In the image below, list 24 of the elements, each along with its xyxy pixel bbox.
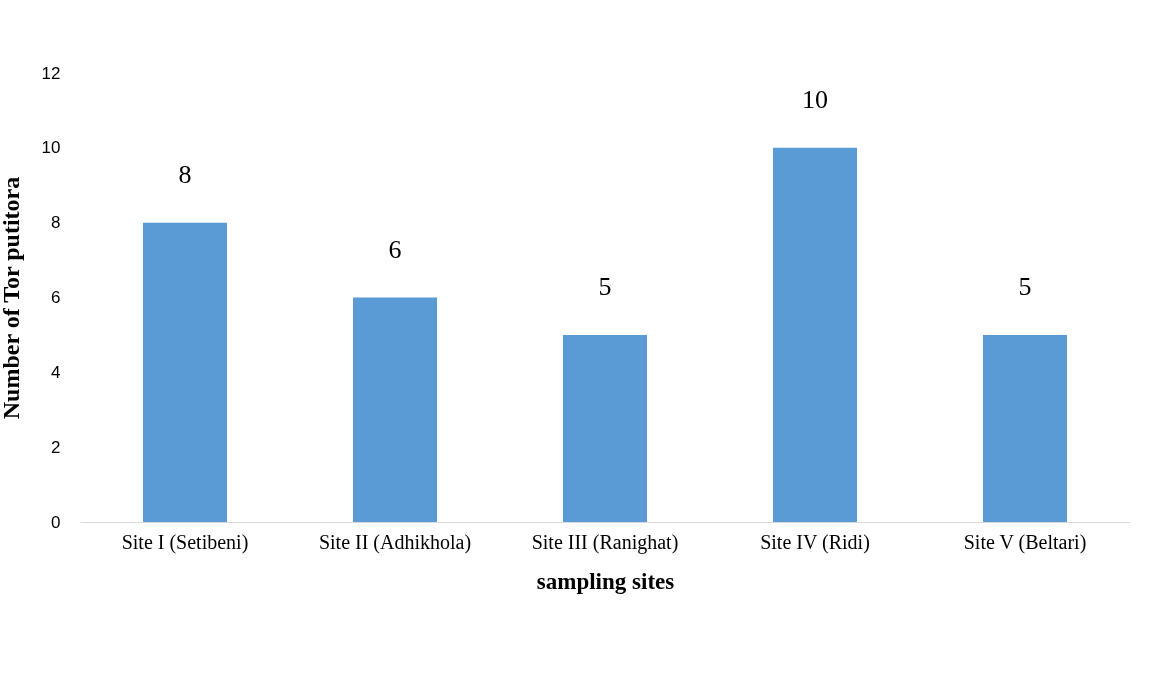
y-tick-label: 2 <box>51 437 61 457</box>
x-tick-label: Site III (Ranighat) <box>531 530 679 554</box>
data-label: 5 <box>598 271 612 301</box>
x-tick-label: Site II (Adhikhola) <box>318 530 472 554</box>
y-tick-label: 4 <box>51 362 61 382</box>
x-tick-label: Site V (Beltari) <box>963 530 1087 554</box>
data-label: 8 <box>178 159 192 189</box>
x-axis-title: sampling sites <box>536 568 675 594</box>
x-tick-label: Site IV (Ridi) <box>760 530 870 554</box>
data-label: 6 <box>388 234 402 264</box>
x-tick-label: Site I (Setibeni) <box>121 530 249 554</box>
y-tick-label: 10 <box>41 138 61 158</box>
bar <box>353 297 437 522</box>
y-tick-label: 8 <box>51 213 61 233</box>
data-label: 10 <box>802 84 828 114</box>
y-axis-title: Number of Tor putitora <box>0 176 24 420</box>
y-tick-label: 6 <box>51 288 61 307</box>
bar <box>143 222 227 522</box>
bar <box>773 147 857 522</box>
y-tick-label: 12 <box>41 63 61 83</box>
bar <box>563 334 647 522</box>
data-label: 5 <box>1018 271 1032 301</box>
y-tick-label: 0 <box>51 512 61 532</box>
bar <box>983 334 1067 522</box>
